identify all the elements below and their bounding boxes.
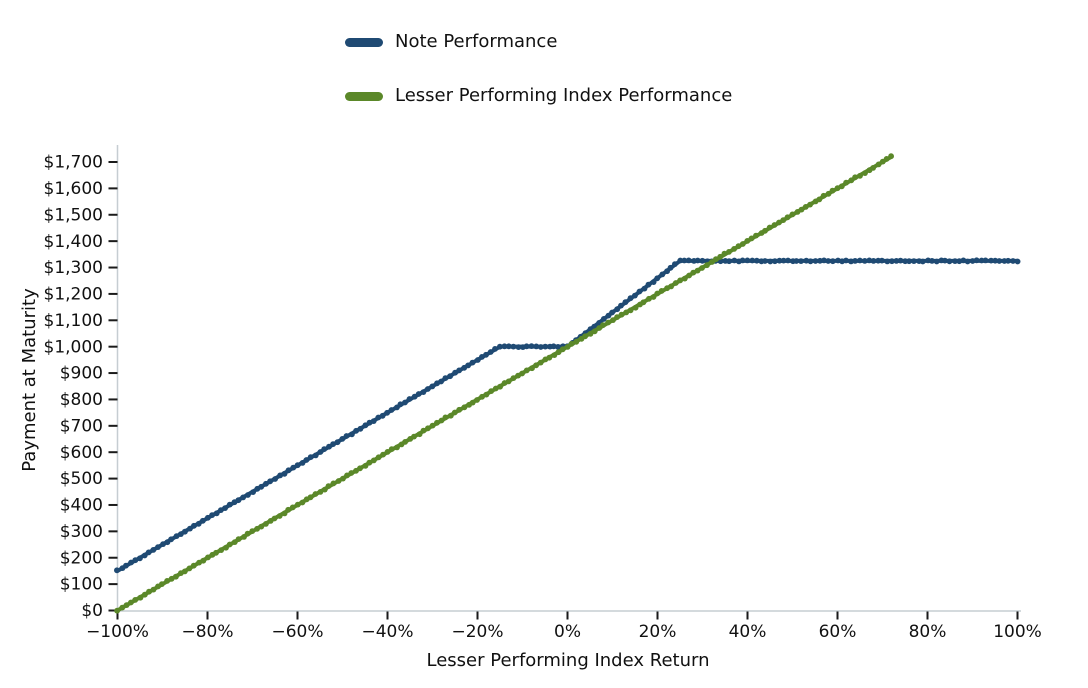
legend-label-index-performance: Lesser Performing Index Performance bbox=[395, 85, 733, 106]
svg-text:$600: $600 bbox=[60, 443, 103, 463]
svg-text:0%: 0% bbox=[554, 622, 581, 642]
svg-text:$100: $100 bbox=[60, 575, 103, 595]
svg-text:$900: $900 bbox=[60, 364, 103, 384]
svg-text:$0: $0 bbox=[81, 601, 103, 621]
y-axis-title: Payment at Maturity bbox=[19, 288, 40, 472]
x-axis-title: Lesser Performing Index Return bbox=[426, 650, 710, 671]
svg-text:$1,500: $1,500 bbox=[44, 205, 103, 225]
svg-text:$800: $800 bbox=[60, 390, 103, 410]
svg-text:$1,300: $1,300 bbox=[44, 258, 103, 278]
svg-text:40%: 40% bbox=[729, 622, 767, 642]
svg-text:$300: $300 bbox=[60, 522, 103, 542]
svg-text:$1,000: $1,000 bbox=[44, 337, 103, 357]
svg-text:20%: 20% bbox=[639, 622, 677, 642]
svg-text:−40%: −40% bbox=[361, 622, 413, 642]
svg-text:$200: $200 bbox=[60, 548, 103, 568]
svg-text:80%: 80% bbox=[909, 622, 947, 642]
svg-text:−60%: −60% bbox=[271, 622, 323, 642]
svg-text:$700: $700 bbox=[60, 416, 103, 436]
svg-text:100%: 100% bbox=[993, 622, 1042, 642]
series-0-dots bbox=[114, 257, 1021, 574]
svg-text:−80%: −80% bbox=[181, 622, 233, 642]
svg-text:$400: $400 bbox=[60, 496, 103, 516]
svg-text:$1,400: $1,400 bbox=[44, 232, 103, 252]
svg-text:$500: $500 bbox=[60, 469, 103, 489]
legend-item-index-performance: Lesser Performing Index Performance bbox=[345, 82, 732, 110]
chart-legend: Note Performance Lesser Performing Index… bbox=[345, 28, 732, 110]
svg-text:$1,700: $1,700 bbox=[44, 153, 103, 173]
note-performance-swatch bbox=[345, 37, 383, 47]
legend-label-note-performance: Note Performance bbox=[395, 31, 558, 52]
series-1-dots bbox=[114, 153, 894, 614]
svg-text:$1,100: $1,100 bbox=[44, 311, 103, 331]
svg-text:60%: 60% bbox=[819, 622, 857, 642]
svg-text:−20%: −20% bbox=[451, 622, 503, 642]
svg-text:$1,200: $1,200 bbox=[44, 285, 103, 305]
svg-text:$1,600: $1,600 bbox=[44, 179, 103, 199]
index-performance-swatch bbox=[345, 91, 383, 101]
legend-item-note-performance: Note Performance bbox=[345, 28, 732, 56]
svg-text:−100%: −100% bbox=[86, 622, 149, 642]
